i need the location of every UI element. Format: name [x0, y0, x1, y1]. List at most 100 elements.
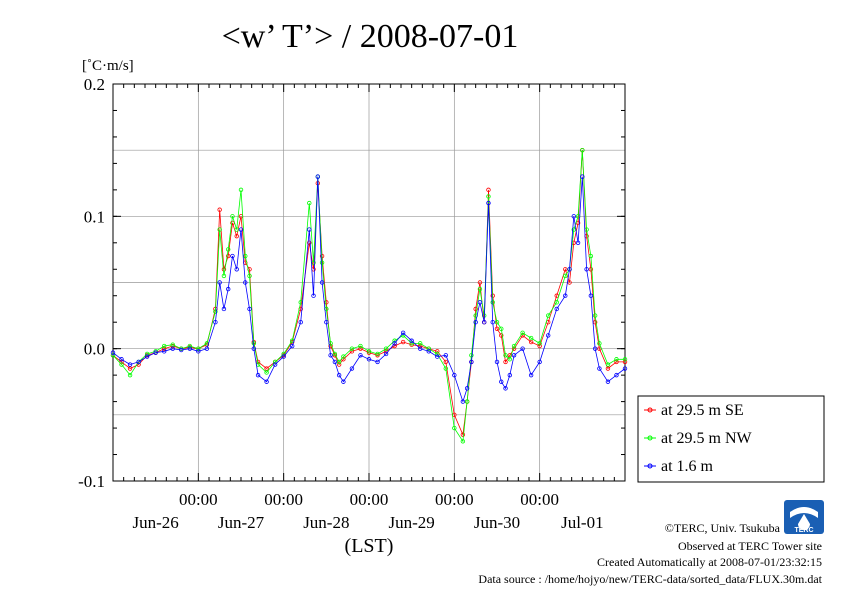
x-tick-date-label: Jun-29	[389, 513, 435, 532]
data-point	[464, 399, 470, 404]
data-point	[460, 439, 466, 444]
data-point	[358, 346, 363, 351]
data-point	[281, 354, 286, 359]
series-group	[110, 147, 628, 444]
data-point	[230, 253, 235, 259]
data-point	[251, 346, 256, 351]
x-tick-date-label: Jun-27	[218, 513, 265, 532]
legend-marker	[647, 463, 653, 469]
data-point	[588, 267, 594, 272]
data-point	[614, 359, 619, 365]
data-point	[255, 372, 261, 378]
data-point	[490, 320, 495, 325]
data-point	[469, 359, 474, 365]
data-point	[238, 187, 244, 193]
data-point	[503, 386, 508, 391]
data-point	[238, 227, 244, 232]
data-point	[247, 306, 252, 312]
x-tick-date-label: Jul-01	[561, 513, 604, 532]
data-point	[426, 349, 431, 354]
y-axis-unit: [˚C·m/s]	[82, 58, 134, 74]
data-point	[605, 379, 611, 384]
data-point	[225, 286, 231, 292]
data-point	[170, 346, 175, 351]
data-point	[119, 362, 124, 367]
data-point	[366, 357, 372, 362]
data-point	[319, 280, 325, 285]
data-point	[170, 343, 175, 349]
data-point	[110, 353, 116, 358]
series-line	[112, 150, 625, 437]
data-point	[225, 247, 231, 252]
data-point	[400, 339, 406, 345]
y-tick-label: -0.1	[78, 472, 105, 491]
data-point	[264, 370, 269, 375]
data-point	[375, 353, 380, 358]
data-point	[511, 353, 517, 358]
data-point	[349, 366, 355, 371]
data-point	[622, 366, 628, 371]
footer-observed: Observed at TERC Tower site	[678, 539, 822, 553]
series-line	[112, 176, 626, 403]
data-point	[358, 343, 363, 349]
data-point	[311, 293, 316, 298]
y-tick-label: 0.0	[84, 340, 105, 359]
series-2	[110, 174, 628, 404]
data-point	[507, 372, 512, 378]
data-point	[221, 267, 227, 272]
legend-item-2: at 1.6 m	[644, 458, 714, 475]
data-point	[486, 187, 491, 193]
data-point	[349, 346, 355, 351]
data-point	[418, 343, 423, 349]
data-point	[298, 320, 303, 325]
y-tick-label: 0.1	[84, 207, 105, 226]
data-point	[537, 359, 542, 365]
data-point	[307, 200, 312, 206]
legend-marker	[647, 407, 653, 413]
x-axis-label: (LST)	[345, 535, 394, 557]
grid	[113, 84, 625, 481]
data-point	[477, 280, 483, 285]
data-point	[358, 353, 363, 358]
data-point	[127, 362, 133, 367]
x-tick-time-label: 00:00	[179, 490, 218, 509]
data-point	[272, 362, 278, 367]
data-point	[127, 372, 133, 378]
data-point	[153, 350, 158, 355]
data-point	[477, 286, 483, 292]
data-point	[452, 372, 457, 378]
data-point	[554, 300, 559, 305]
data-point	[161, 343, 167, 349]
data-point	[443, 359, 448, 365]
data-point	[136, 359, 141, 365]
data-point	[418, 341, 423, 346]
data-point	[503, 359, 508, 365]
footer-created: Created Automatically at 2008-07-01/23:3…	[597, 555, 822, 569]
data-point	[486, 200, 491, 206]
y-axis: -0.1 0.0 0.1 0.2	[78, 75, 625, 491]
legend-box	[637, 395, 825, 483]
data-point	[332, 359, 338, 365]
data-point	[597, 366, 602, 371]
footer-source: Data source : /home/hojyo/new/TERC-data/…	[478, 572, 822, 586]
data-point	[622, 359, 628, 365]
data-point	[499, 326, 504, 332]
data-point	[221, 306, 227, 312]
data-point	[571, 214, 576, 219]
data-point	[494, 359, 500, 365]
data-point	[460, 399, 466, 404]
data-point	[153, 349, 158, 354]
data-point	[315, 174, 320, 179]
data-point	[213, 309, 218, 314]
data-point	[537, 341, 542, 346]
data-point	[537, 343, 542, 349]
data-point	[119, 359, 124, 365]
data-point	[592, 313, 598, 318]
data-point	[204, 346, 210, 351]
data-point	[217, 280, 222, 285]
data-point	[375, 351, 380, 357]
data-point	[499, 333, 504, 338]
data-point	[409, 341, 414, 346]
data-point	[144, 351, 150, 357]
data-point	[605, 362, 611, 367]
